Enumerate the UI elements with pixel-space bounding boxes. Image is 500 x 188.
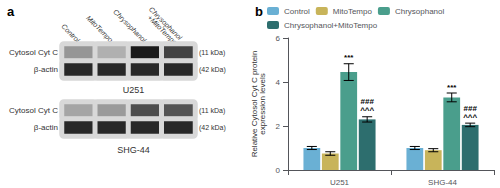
svg-text:MitoTempo: MitoTempo (84, 14, 114, 44)
svg-text:***: *** (447, 83, 457, 92)
svg-text:***: *** (344, 53, 354, 62)
svg-text:(11 kDa): (11 kDa) (199, 49, 225, 57)
svg-text:^^^: ^^^ (463, 113, 477, 122)
svg-text:Cytosol Cyt C: Cytosol Cyt C (9, 48, 58, 57)
svg-text:Cytosol Cyt C: Cytosol Cyt C (9, 106, 58, 115)
svg-text:MitoTempo: MitoTempo (333, 7, 373, 16)
svg-text:SHG-44: SHG-44 (428, 178, 457, 187)
svg-text:(11 kDa): (11 kDa) (199, 107, 225, 115)
svg-text:SHG-44: SHG-44 (117, 145, 150, 155)
svg-text:0: 0 (276, 166, 281, 175)
svg-text:Control: Control (284, 7, 310, 16)
svg-text:β-actin: β-actin (34, 65, 58, 74)
svg-text:Chrysophanol: Chrysophanol (147, 5, 184, 41)
svg-text:###: ### (463, 104, 477, 113)
svg-text:(42 kDa): (42 kDa) (199, 66, 226, 74)
svg-text:U251: U251 (330, 178, 350, 187)
svg-text:(42 kDa): (42 kDa) (199, 124, 226, 132)
svg-text:Chrysophanol+MitoTempo: Chrysophanol+MitoTempo (284, 21, 378, 30)
svg-text:2: 2 (276, 122, 281, 131)
svg-text:β-actin: β-actin (34, 123, 58, 132)
svg-text:^^^: ^^^ (360, 106, 374, 115)
svg-text:U251: U251 (123, 85, 145, 95)
svg-text:4: 4 (276, 78, 281, 87)
svg-text:Chrysophanol: Chrysophanol (111, 8, 147, 44)
svg-text:b: b (255, 4, 263, 19)
svg-text:Relative Cytosol Cyt C protein: Relative Cytosol Cyt C protein (249, 50, 259, 158)
svg-text:###: ### (360, 97, 374, 106)
svg-text:+MitoTempo: +MitoTempo (146, 13, 179, 46)
svg-text:6: 6 (276, 34, 281, 43)
svg-text:Chrysophanol: Chrysophanol (395, 7, 445, 16)
svg-text:Control: Control (60, 23, 81, 44)
svg-text:expression levels: expression levels (258, 73, 267, 134)
svg-text:a: a (7, 4, 15, 19)
